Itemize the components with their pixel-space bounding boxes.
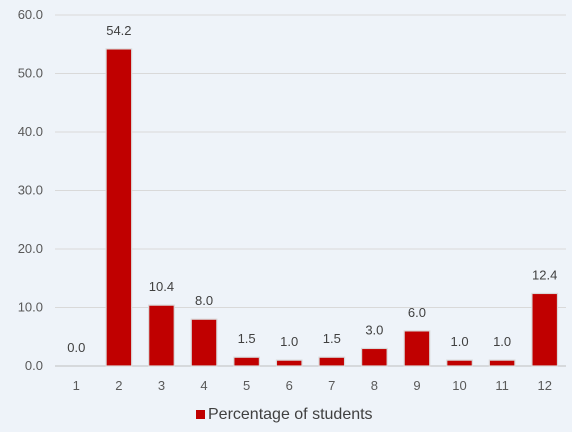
bar [531, 292, 559, 367]
bar [275, 359, 303, 367]
bar [318, 356, 346, 367]
data-label: 1.0 [493, 334, 511, 349]
x-tick-label: 12 [537, 378, 551, 393]
gridlines [55, 14, 566, 367]
y-axis-tick-labels: 0.0 10.0 20.0 30.0 40.0 50.0 60.0 [18, 7, 43, 373]
x-axis-tick-labels: 1 2 3 4 5 6 7 8 9 10 11 12 [73, 378, 552, 393]
data-labels: 0.0 54.2 10.4 8.0 1.5 1.0 1.5 3.0 6.0 1.0 1.0 12.4 [67, 23, 557, 355]
legend-swatch [196, 410, 205, 419]
x-tick-label: 1 [73, 378, 80, 393]
x-tick-label: 10 [452, 378, 466, 393]
legend-label: Percentage of students [208, 406, 373, 423]
bar [446, 359, 473, 367]
data-label: 1.0 [451, 334, 469, 349]
x-tick-label: 4 [200, 378, 207, 393]
y-tick-label: 50.0 [18, 66, 43, 81]
y-tick-label: 10.0 [18, 300, 43, 315]
data-label: 3.0 [365, 322, 383, 337]
y-tick-label: 40.0 [18, 124, 43, 139]
data-label: 12.4 [532, 267, 557, 282]
bar [233, 356, 261, 367]
x-tick-label: 2 [115, 378, 122, 393]
bar [403, 330, 431, 367]
bar [148, 304, 175, 367]
bar [488, 359, 516, 367]
x-tick-label: 5 [243, 378, 250, 393]
x-tick-label: 11 [495, 378, 509, 393]
data-label: 8.0 [195, 293, 213, 308]
legend: Percentage of students [196, 406, 373, 423]
x-tick-label: 8 [371, 378, 378, 393]
x-tick-label: 9 [413, 378, 420, 393]
y-tick-label: 30.0 [18, 183, 43, 198]
bar [190, 318, 218, 367]
data-label: 10.4 [149, 279, 174, 294]
y-tick-label: 20.0 [18, 241, 43, 256]
x-tick-label: 7 [328, 378, 335, 393]
y-tick-label: 0.0 [25, 358, 43, 373]
data-label: 6.0 [408, 305, 426, 320]
data-label: 1.0 [280, 334, 298, 349]
bars [105, 48, 559, 367]
data-label: 54.2 [106, 23, 131, 38]
data-label: 0.0 [67, 340, 85, 355]
data-label: 1.5 [323, 331, 341, 346]
x-tick-label: 3 [158, 378, 165, 393]
x-tick-label: 6 [286, 378, 293, 393]
bar [361, 347, 388, 367]
bar [105, 48, 133, 367]
data-label: 1.5 [238, 331, 256, 346]
y-tick-label: 60.0 [18, 7, 43, 22]
